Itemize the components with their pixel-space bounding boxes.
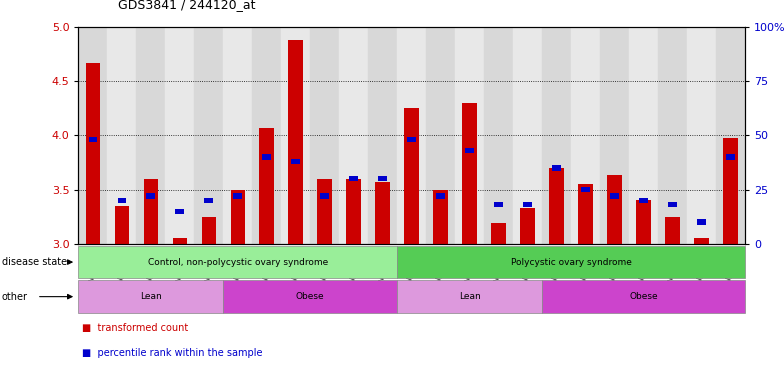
Bar [176,209,184,214]
Bar [581,187,590,192]
Text: GDS3841 / 244120_at: GDS3841 / 244120_at [118,0,255,12]
Bar [607,175,622,244]
Bar [281,27,310,244]
Bar [165,27,194,244]
Bar [292,159,300,164]
Bar [114,206,129,244]
Text: Lean: Lean [140,292,162,301]
Bar [668,202,677,207]
Bar [223,27,252,244]
Bar [147,194,155,199]
Bar [723,137,738,244]
Bar [455,27,484,244]
Bar [436,194,445,199]
Bar [263,154,271,160]
Bar [205,198,213,203]
Bar [260,128,274,244]
Bar [136,27,165,244]
Bar [492,223,506,244]
Bar [463,103,477,244]
Text: Polycystic ovary syndrome: Polycystic ovary syndrome [510,258,631,266]
Bar [407,137,416,142]
Bar [143,179,158,244]
Bar [687,27,716,244]
Bar [726,154,735,160]
Bar [321,194,329,199]
Text: ■  transformed count: ■ transformed count [82,323,189,333]
Bar [78,27,107,244]
Bar [201,217,216,244]
Bar [658,27,687,244]
Text: Obese: Obese [296,292,325,301]
Text: Obese: Obese [629,292,658,301]
Bar [85,63,100,244]
Bar [434,190,448,244]
Bar [513,27,542,244]
Bar [484,27,513,244]
Bar [397,27,426,244]
Bar [578,184,593,244]
Bar [523,202,532,207]
Bar [118,198,126,203]
Bar [542,27,571,244]
Bar [665,217,680,244]
Bar [230,190,245,244]
Bar [552,165,561,170]
Bar [494,202,503,207]
Bar [426,27,455,244]
Bar [339,27,368,244]
Text: Control, non-polycystic ovary syndrome: Control, non-polycystic ovary syndrome [147,258,328,266]
Bar [697,219,706,225]
Bar [318,179,332,244]
Bar [252,27,281,244]
Bar [107,27,136,244]
Bar [234,194,242,199]
Bar [172,238,187,244]
Text: Lean: Lean [459,292,481,301]
Bar [368,27,397,244]
Bar [600,27,629,244]
Text: other: other [2,291,27,302]
Bar [716,27,745,244]
Text: ■  percentile rank within the sample: ■ percentile rank within the sample [82,348,263,358]
Bar [405,108,419,244]
Bar [636,200,651,244]
Bar [89,137,97,142]
Bar [347,179,361,244]
Bar [376,182,390,244]
Bar [350,176,358,182]
Bar [521,208,535,244]
Bar [571,27,600,244]
Text: disease state: disease state [2,257,67,267]
Bar [194,27,223,244]
Bar [694,238,709,244]
Bar [610,194,619,199]
Bar [550,168,564,244]
Bar [378,176,387,182]
Bar [639,198,648,203]
Bar [629,27,658,244]
Bar [289,40,303,244]
Bar [465,148,474,153]
Bar [310,27,339,244]
